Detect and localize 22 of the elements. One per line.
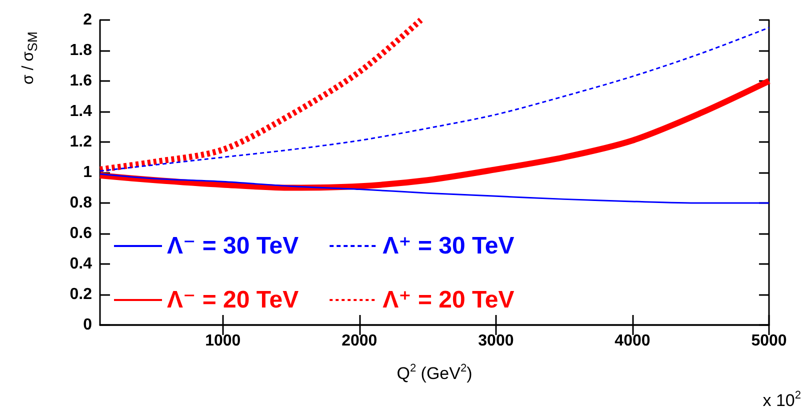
x-tick-label: 1000 (205, 332, 241, 350)
x-tick-label: 3000 (478, 332, 514, 350)
x-tick-label: 5000 (751, 332, 787, 350)
x-tick-label: 4000 (614, 332, 650, 350)
y-tick-label: 1.2 (70, 134, 92, 150)
y-tick-label: 0.2 (70, 286, 92, 303)
y-tick-label: 1.6 (70, 72, 92, 90)
line-series (99, 26, 770, 172)
y-tick-label: 0 (83, 316, 92, 334)
x-tick-label: 2000 (342, 332, 378, 350)
legend-label: Λ⁻ = 30 TeV (167, 232, 299, 260)
y-tick-label: 2 (83, 12, 92, 28)
y-tick-label: 0.8 (70, 194, 92, 212)
y-tick-label: 0.6 (70, 225, 92, 242)
legend-label: Λ⁺ = 30 TeV (382, 232, 514, 260)
legend-label: Λ⁺ = 20 TeV (382, 286, 514, 314)
y-tick-label: 1 (83, 164, 92, 181)
line-series (99, 173, 770, 204)
y-tick-label: 0.4 (70, 256, 92, 272)
y-tick-label: 1.8 (70, 42, 92, 59)
legend-label: Λ⁻ = 20 TeV (167, 286, 299, 314)
y-tick-label: 1.4 (70, 103, 92, 120)
